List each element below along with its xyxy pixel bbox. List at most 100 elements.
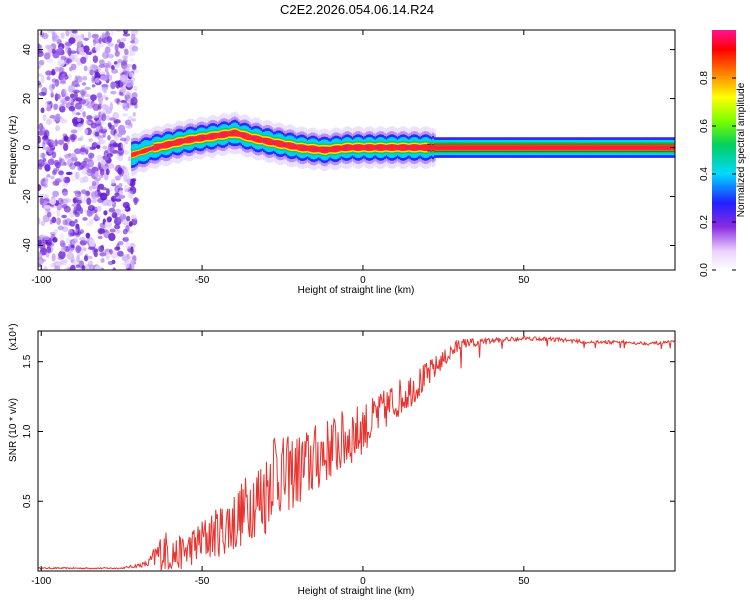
noise-blob xyxy=(95,180,100,186)
noise-blob xyxy=(63,258,68,263)
ridge-cell xyxy=(351,145,354,151)
noise-blob xyxy=(132,111,136,117)
ridge-cell xyxy=(338,145,341,152)
ridge-cell xyxy=(145,147,148,153)
noise-blob xyxy=(69,162,76,170)
ridge-cell xyxy=(177,138,180,146)
noise-blob xyxy=(53,228,58,235)
noise-blob xyxy=(102,94,107,100)
noise-blob xyxy=(85,265,90,270)
noise-blob xyxy=(65,171,73,176)
noise-blob xyxy=(90,197,98,204)
ridge-peak xyxy=(415,145,421,150)
noise-blob xyxy=(118,41,125,49)
ridge-cell xyxy=(332,145,335,153)
noise-blob xyxy=(87,204,95,211)
noise-blob xyxy=(67,30,73,35)
noise-blob xyxy=(123,30,128,35)
noise-blob xyxy=(127,53,133,57)
noise-blob xyxy=(68,37,76,45)
ridge-cell xyxy=(382,144,385,151)
noise-blob xyxy=(62,191,68,197)
noise-blob xyxy=(119,137,128,142)
noise-blob xyxy=(45,242,53,246)
noise-blob xyxy=(54,34,60,43)
noise-blob xyxy=(79,89,87,96)
noise-blob xyxy=(110,90,117,95)
ridge-cell xyxy=(275,140,279,147)
noise-blob xyxy=(86,101,94,109)
noise-blob xyxy=(96,154,103,161)
noise-blob xyxy=(61,203,68,209)
noise-blob xyxy=(76,199,82,204)
noise-blob xyxy=(69,133,77,141)
noise-blob xyxy=(111,212,118,219)
noise-blob xyxy=(123,184,129,193)
noise-blob xyxy=(97,161,101,170)
ridge-cell xyxy=(164,141,168,149)
noise-blob xyxy=(118,124,126,133)
noise-blob xyxy=(129,102,135,106)
noise-blob xyxy=(131,63,137,71)
noise-blob xyxy=(99,159,107,168)
ridge-cell xyxy=(137,150,140,155)
noise-blob xyxy=(104,157,112,164)
ridge-cell xyxy=(238,131,242,137)
noise-blob xyxy=(88,219,94,224)
noise-blob xyxy=(115,185,121,189)
ridge-cell xyxy=(256,135,259,143)
ridge-cell xyxy=(380,144,383,151)
ridge-cell xyxy=(298,144,301,151)
noise-blob xyxy=(94,213,102,220)
noise-blob xyxy=(76,246,82,252)
noise-blob xyxy=(74,161,81,167)
noise-blob xyxy=(94,205,102,211)
noise-blob xyxy=(77,74,81,81)
ridge-peak xyxy=(333,147,339,151)
colorbar-label: Normalized spectral amplitude xyxy=(736,82,747,217)
noise-blob xyxy=(40,243,46,251)
noise-blob xyxy=(50,262,56,268)
noise-blob xyxy=(41,32,49,40)
noise-blob xyxy=(45,44,52,50)
noise-blob xyxy=(74,102,82,110)
noise-blob xyxy=(69,239,76,246)
noise-blob xyxy=(109,146,115,154)
noise-blob xyxy=(41,152,46,159)
ridge-cell xyxy=(258,136,261,143)
noise-blob xyxy=(94,170,100,178)
noise-blob xyxy=(122,172,130,180)
noise-blob xyxy=(38,59,45,66)
noise-blob xyxy=(76,117,82,122)
noise-blob xyxy=(46,58,54,63)
snr-axes: -100 -50 0 50 0.5 1.0 1.5 xyxy=(22,331,675,587)
noise-blob xyxy=(114,43,119,52)
noise-blob xyxy=(86,118,93,123)
ridge-cell xyxy=(378,144,382,151)
noise-blob xyxy=(73,190,81,194)
noise-blob xyxy=(59,240,66,247)
noise-blob xyxy=(57,256,64,261)
noise-blob xyxy=(60,73,66,82)
ridge-peak xyxy=(168,141,174,146)
noise-blob xyxy=(62,101,66,106)
noise-blob xyxy=(66,58,72,64)
noise-blob xyxy=(122,33,131,37)
noise-blob xyxy=(92,114,100,119)
noise-blob xyxy=(129,186,137,195)
noise-blob xyxy=(83,37,89,41)
colorbar-tick-label: 0.4 xyxy=(699,167,710,181)
ridge-cell xyxy=(320,146,324,153)
noise-blob xyxy=(78,98,87,105)
noise-blob xyxy=(60,198,65,203)
ridge-cell xyxy=(156,143,160,151)
noise-blob xyxy=(97,121,102,128)
noise-blob xyxy=(131,178,137,182)
noise-blob xyxy=(88,255,93,260)
ridge-peak xyxy=(282,143,287,147)
noise-blob xyxy=(44,164,51,172)
ridge-cell xyxy=(279,140,282,148)
noise-blob xyxy=(42,135,49,141)
heatmap-layer xyxy=(38,30,675,270)
